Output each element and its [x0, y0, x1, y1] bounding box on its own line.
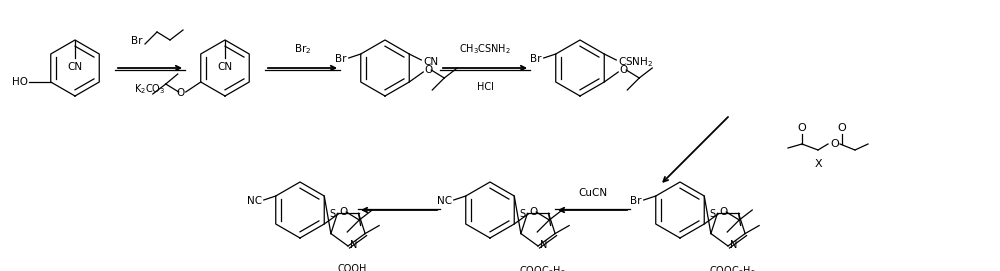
Text: O: O [177, 88, 185, 98]
Text: HO: HO [12, 77, 28, 87]
Text: Br: Br [530, 54, 542, 64]
Text: X: X [814, 159, 822, 169]
Text: COOH: COOH [337, 264, 367, 271]
Text: COOC$_2$H$_5$: COOC$_2$H$_5$ [519, 264, 565, 271]
Text: CN: CN [217, 62, 233, 72]
Text: O: O [838, 123, 846, 133]
Text: Br: Br [335, 54, 347, 64]
Text: O: O [830, 139, 839, 149]
Text: NC: NC [437, 196, 452, 206]
Text: HCl: HCl [477, 82, 493, 92]
Text: N: N [730, 240, 737, 250]
Text: S: S [519, 209, 525, 220]
Text: K$_2$CO$_3$: K$_2$CO$_3$ [134, 82, 166, 96]
Text: CN: CN [67, 62, 83, 72]
Text: O: O [719, 207, 727, 217]
Text: O: O [529, 207, 537, 217]
Text: S: S [709, 209, 715, 220]
Text: COOC$_2$H$_5$: COOC$_2$H$_5$ [709, 264, 755, 271]
Text: Br: Br [130, 36, 142, 46]
Text: O: O [619, 65, 627, 75]
Text: S: S [329, 209, 335, 220]
Text: O: O [339, 207, 347, 217]
Text: O: O [798, 123, 806, 133]
Text: Br: Br [630, 196, 642, 206]
Text: CSNH$_2$: CSNH$_2$ [618, 55, 653, 69]
Text: Br$_2$: Br$_2$ [294, 42, 311, 56]
Text: O: O [424, 65, 432, 75]
Text: N: N [350, 240, 357, 250]
Text: CH$_3$CSNH$_2$: CH$_3$CSNH$_2$ [459, 42, 511, 56]
Text: N: N [540, 240, 547, 250]
Text: CN: CN [423, 57, 438, 67]
Text: NC: NC [247, 196, 262, 206]
Text: CuCN: CuCN [578, 188, 607, 198]
